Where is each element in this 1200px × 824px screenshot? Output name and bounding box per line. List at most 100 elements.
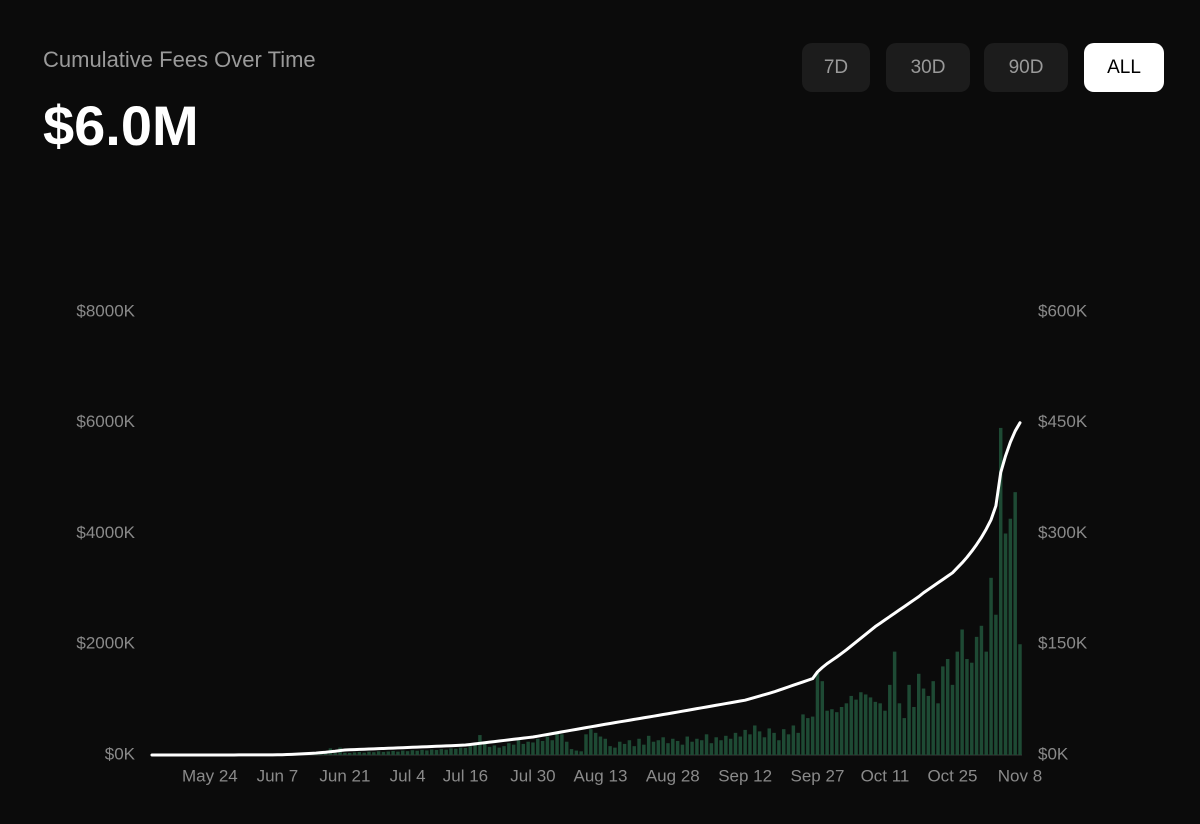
range-button-label[interactable]: 90D (1009, 57, 1044, 78)
bar (801, 714, 805, 755)
x-tick-label: Aug 13 (574, 766, 628, 785)
bar (661, 737, 665, 755)
bar (564, 741, 569, 755)
bar (463, 747, 468, 755)
bar (936, 703, 940, 755)
bar (391, 750, 395, 755)
bar (574, 750, 579, 755)
range-button-label[interactable]: ALL (1107, 57, 1141, 78)
bar (690, 741, 694, 755)
bar (511, 744, 516, 755)
bar (666, 743, 670, 755)
bar (695, 738, 699, 755)
bar (516, 740, 521, 755)
x-tick-label: Jul 30 (510, 766, 555, 785)
bar (444, 749, 448, 755)
bar (753, 725, 757, 755)
bar (449, 748, 453, 755)
line (150, 421, 1022, 757)
bar (434, 749, 439, 755)
bar (627, 740, 632, 755)
bar (507, 743, 511, 755)
x-tick-label: May 24 (182, 766, 238, 785)
bar (724, 735, 728, 755)
bar (487, 746, 492, 755)
bar (323, 752, 328, 755)
bar (820, 681, 825, 755)
bar (381, 751, 386, 755)
bar (897, 703, 902, 755)
bar (598, 736, 603, 755)
bar (376, 751, 381, 755)
range-button[interactable]: 90D (984, 43, 1068, 92)
x-tick-label: Jul 16 (443, 766, 488, 785)
bar (420, 749, 424, 755)
bar (589, 729, 593, 755)
bar (584, 734, 588, 755)
range-button-label[interactable]: 7D (824, 57, 848, 78)
y-tick-label: $2000K (76, 634, 135, 653)
bar (912, 707, 916, 755)
bar (883, 710, 887, 755)
bar (873, 701, 878, 755)
bar (352, 752, 357, 755)
bar (806, 718, 810, 755)
y-tick-label: $6000K (76, 412, 135, 431)
range-button[interactable]: 7D (802, 43, 870, 92)
bar (526, 741, 530, 755)
bar (372, 752, 376, 755)
bar (998, 427, 1003, 755)
bar (603, 738, 608, 755)
bar (704, 734, 709, 755)
bar (835, 712, 839, 755)
bar (863, 694, 868, 755)
bar (767, 728, 771, 755)
bar (714, 737, 718, 755)
bar (415, 750, 419, 755)
bar (709, 743, 714, 755)
bar (849, 695, 853, 755)
y2-tick-label: $450K (1038, 412, 1088, 431)
bar (454, 748, 458, 755)
y-tick-label: $8000K (76, 301, 135, 320)
bar (560, 734, 564, 755)
range-button-bg[interactable] (1084, 43, 1164, 92)
bar (473, 744, 477, 755)
bar (579, 751, 583, 755)
range-button-bg[interactable] (984, 43, 1068, 92)
range-button[interactable]: 30D (886, 43, 970, 92)
bar (1008, 518, 1013, 755)
bar (748, 734, 752, 755)
range-button-bg[interactable] (886, 43, 970, 92)
bar (545, 736, 550, 755)
bar (468, 746, 473, 755)
y-tick-label: $0K (105, 744, 136, 763)
bar (569, 749, 574, 755)
bar (892, 651, 897, 755)
bar (907, 684, 911, 755)
bar (945, 659, 950, 755)
bar (458, 747, 463, 755)
range-button-label[interactable]: 30D (911, 57, 946, 78)
bar (839, 707, 844, 755)
bar (950, 684, 955, 755)
headline-value: $6.0M (43, 94, 199, 157)
bar (979, 625, 984, 755)
bar (743, 729, 747, 755)
bar (815, 672, 820, 755)
x-tick-label: Jun 7 (257, 766, 299, 785)
bar (651, 741, 656, 755)
range-button-bg[interactable] (802, 43, 870, 92)
range-button[interactable]: ALL (1084, 43, 1164, 92)
y2-tick-label: $600K (1038, 301, 1088, 320)
bar (786, 734, 791, 755)
bar (531, 742, 535, 755)
bar (502, 746, 506, 755)
y2-tick-label: $150K (1038, 634, 1088, 653)
bar (618, 741, 622, 755)
bar (830, 709, 834, 755)
x-tick-label: Oct 25 (927, 766, 977, 785)
bar (613, 747, 617, 755)
bar (439, 749, 444, 755)
